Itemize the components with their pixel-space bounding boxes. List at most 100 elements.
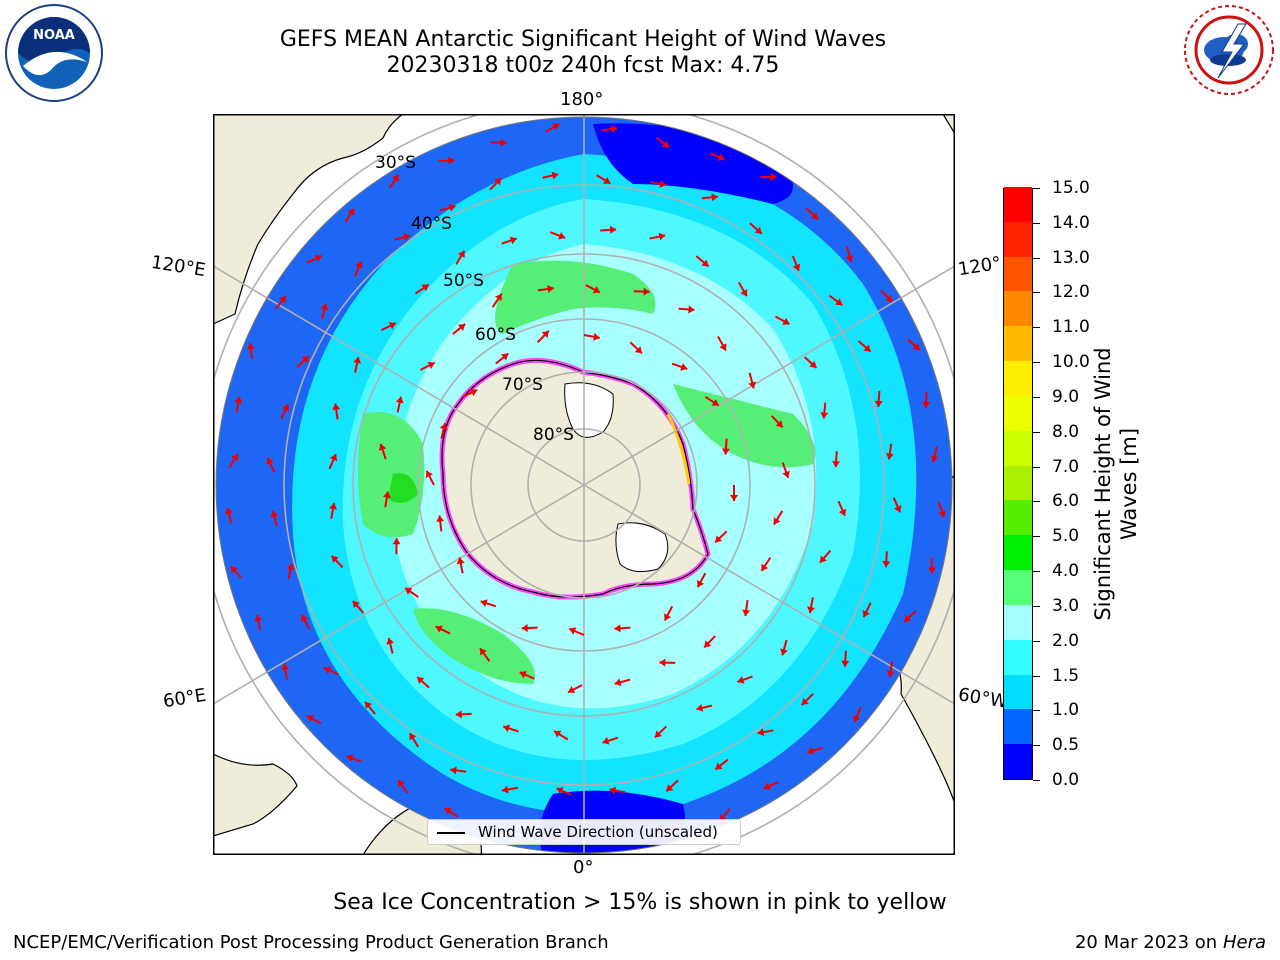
footer-credit: NCEP/EMC/Verification Post Processing Pr… bbox=[13, 932, 609, 953]
colorbar-segment bbox=[1004, 360, 1032, 396]
arrow-icon bbox=[228, 453, 239, 469]
arrow-icon bbox=[388, 174, 400, 189]
colorbar-tick-mark bbox=[1033, 605, 1040, 607]
colorbar bbox=[1003, 186, 1033, 780]
arrow-icon bbox=[633, 287, 650, 296]
sea-ice-caption: Sea Ice Concentration > 15% is shown in … bbox=[333, 890, 947, 915]
arrow-icon bbox=[696, 704, 713, 712]
arrow-icon bbox=[654, 725, 668, 739]
arrow-icon bbox=[820, 402, 829, 419]
arrow-icon bbox=[930, 446, 939, 463]
arrow-icon bbox=[364, 701, 376, 715]
lon-label-180: 180° bbox=[560, 89, 604, 110]
colorbar-tick-mark bbox=[1033, 396, 1040, 398]
arrow-icon bbox=[774, 315, 790, 326]
arrow-icon bbox=[609, 786, 626, 795]
arrow-icon bbox=[738, 281, 748, 297]
arrow-icon bbox=[730, 485, 738, 501]
arrow-icon bbox=[696, 572, 707, 588]
arrow-icon bbox=[439, 422, 448, 439]
arrow-icon bbox=[927, 557, 936, 574]
arrow-icon bbox=[663, 605, 674, 622]
lon-label-120e: 120°E bbox=[149, 251, 208, 282]
arrow-icon bbox=[414, 283, 430, 295]
arrow-icon bbox=[721, 438, 730, 455]
arrow-icon bbox=[828, 294, 843, 306]
arrow-icon bbox=[328, 453, 338, 470]
lon-label-60e: 60°E bbox=[161, 684, 208, 713]
arrow-icon bbox=[332, 403, 341, 420]
colorbar-tick-mark bbox=[1033, 466, 1040, 468]
arrow-icon bbox=[435, 625, 451, 635]
arrow-icon bbox=[671, 362, 688, 371]
arrow-icon bbox=[937, 501, 946, 518]
arrow-icon bbox=[709, 152, 726, 161]
arrow-icon bbox=[420, 361, 436, 371]
arrow-icon bbox=[353, 356, 362, 373]
arrow-icon bbox=[542, 171, 559, 180]
arrow-icon bbox=[749, 222, 763, 235]
arrow-icon bbox=[330, 555, 344, 569]
arrow-icon bbox=[439, 203, 456, 212]
colorbar-tick-label: 15.0 bbox=[1052, 178, 1090, 198]
arrow-icon bbox=[806, 746, 823, 755]
arrow-icon bbox=[819, 549, 832, 564]
arrow-icon bbox=[489, 177, 503, 191]
lat-label-40s: 40°S bbox=[411, 214, 452, 234]
arrow-icon bbox=[629, 341, 643, 355]
arrow-icon bbox=[386, 637, 395, 654]
colorbar-tick-label: 5.0 bbox=[1052, 526, 1080, 547]
arrow-icon bbox=[714, 530, 728, 544]
colorbar-tick-mark bbox=[1033, 501, 1040, 503]
arrow-icon bbox=[450, 766, 467, 775]
arrow-icon bbox=[320, 303, 329, 320]
colorbar-segment bbox=[1004, 186, 1032, 222]
arrow-icon bbox=[404, 587, 419, 598]
arrow-icon bbox=[885, 443, 894, 460]
colorbar-segment bbox=[1004, 708, 1032, 745]
arrow-icon bbox=[892, 497, 902, 513]
arrow-icon bbox=[254, 614, 263, 631]
arrow-icon bbox=[346, 754, 362, 763]
arrow-icon bbox=[436, 515, 445, 532]
svg-text:NOAA: NOAA bbox=[33, 28, 75, 43]
arrow-icon bbox=[495, 352, 509, 365]
colorbar-tick-label: 13.0 bbox=[1052, 247, 1090, 268]
arrow-icon bbox=[649, 232, 666, 241]
arrow-icon bbox=[757, 728, 774, 737]
arrow-icon bbox=[408, 732, 419, 748]
arrow-icon bbox=[452, 323, 466, 335]
polar-map: 30°S 40°S 50°S 60°S 70°S 80°S bbox=[213, 114, 955, 855]
arrow-icon bbox=[600, 225, 617, 234]
arrow-icon bbox=[229, 565, 243, 579]
colorbar-tick-label: 14.0 bbox=[1052, 212, 1090, 233]
colorbar-segment bbox=[1004, 534, 1032, 571]
arrow-icon bbox=[695, 255, 710, 268]
colorbar-segment bbox=[1004, 499, 1032, 536]
arrow-icon bbox=[907, 338, 921, 351]
arrow-icon bbox=[397, 779, 409, 794]
lat-label-80s: 80°S bbox=[533, 425, 574, 445]
arrow-icon bbox=[281, 663, 290, 680]
legend-line-sample bbox=[437, 832, 465, 834]
arrow-icon bbox=[583, 332, 600, 341]
colorbar-segment bbox=[1004, 430, 1032, 466]
lon-label-60w: 60°W bbox=[956, 684, 1010, 713]
colorbar-tick-mark bbox=[1033, 257, 1040, 259]
arrow-icon bbox=[717, 336, 727, 351]
arrow-icon bbox=[438, 156, 455, 165]
arrow-icon bbox=[329, 502, 337, 519]
colorbar-tick-label: 0.0 bbox=[1052, 770, 1080, 790]
arrow-icon bbox=[922, 391, 931, 408]
arrow-icon bbox=[678, 305, 695, 314]
arrow-icon bbox=[266, 457, 276, 473]
colorbar-tick-label: 9.0 bbox=[1052, 386, 1080, 407]
arrow-icon bbox=[781, 462, 790, 479]
arrow-icon bbox=[225, 507, 233, 524]
arrow-icon bbox=[306, 714, 322, 725]
arrow-icon bbox=[416, 676, 430, 689]
colorbar-segment bbox=[1004, 325, 1032, 362]
arrow-icon bbox=[760, 557, 772, 572]
arrow-icon bbox=[456, 557, 465, 574]
arrow-icon bbox=[344, 208, 355, 223]
